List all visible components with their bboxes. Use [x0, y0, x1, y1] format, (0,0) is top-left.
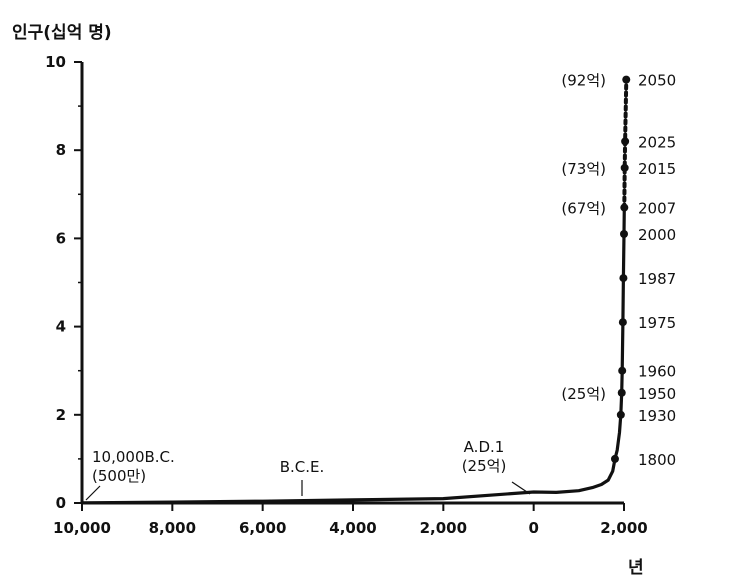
data-point	[620, 163, 629, 172]
x-axis-title: 년	[628, 558, 644, 578]
annotation-leader	[85, 485, 101, 501]
x-tick-label: 8,000	[149, 519, 196, 537]
annotation-label: 10,000B.C.	[92, 448, 175, 466]
data-point	[616, 410, 625, 419]
population-line	[81, 207, 626, 505]
year-label: 2050	[638, 72, 676, 90]
x-tick-label: 0	[528, 519, 538, 537]
year-label: 2015	[638, 160, 676, 178]
year-label: 2007	[638, 200, 676, 218]
x-tick-label: 6,000	[239, 519, 286, 537]
year-label: 1930	[638, 407, 676, 425]
data-point	[619, 274, 628, 283]
x-tick-label: 2,000	[600, 519, 647, 537]
annotation-label: B.C.E.	[280, 458, 325, 476]
y-tick-label: 2	[56, 406, 66, 424]
y-tick-label: 0	[56, 494, 66, 512]
data-point	[621, 137, 630, 146]
y-tick-label: 6	[56, 229, 66, 247]
data-point	[618, 366, 627, 375]
x-tick-label: 4,000	[329, 519, 376, 537]
population-amount-label: (25억)	[561, 385, 606, 403]
y-tick-label: 10	[45, 53, 66, 71]
year-label: 1987	[638, 270, 676, 288]
year-label: 1975	[638, 314, 676, 332]
year-label: 1960	[638, 363, 676, 381]
y-axis-title: 인구(십억 명)	[12, 23, 112, 43]
data-point	[620, 229, 628, 238]
data-point	[617, 388, 626, 397]
year-label: 1800	[638, 451, 676, 469]
annotation-leader	[511, 481, 531, 495]
year-label: 1950	[638, 385, 676, 403]
projection-line	[622, 77, 629, 210]
population-amount-label: (67억)	[561, 200, 606, 218]
data-point	[622, 75, 631, 84]
data-point	[618, 318, 627, 327]
y-tick-label: 8	[56, 141, 66, 159]
x-tick-label: 10,000	[53, 519, 111, 537]
year-label: 2000	[638, 226, 676, 244]
annotation-label: A.D.1	[464, 438, 505, 456]
data-point	[620, 203, 629, 212]
population-amount-label: (92억)	[561, 72, 606, 90]
year-label: 2025	[638, 133, 676, 151]
y-tick-label: 4	[56, 318, 66, 336]
x-tick-label: 2,000	[420, 519, 467, 537]
annotation-label: (500만)	[92, 467, 146, 485]
population-amount-label: (73억)	[561, 160, 606, 178]
data-point	[610, 454, 619, 463]
annotation-label: (25억)	[462, 457, 507, 475]
